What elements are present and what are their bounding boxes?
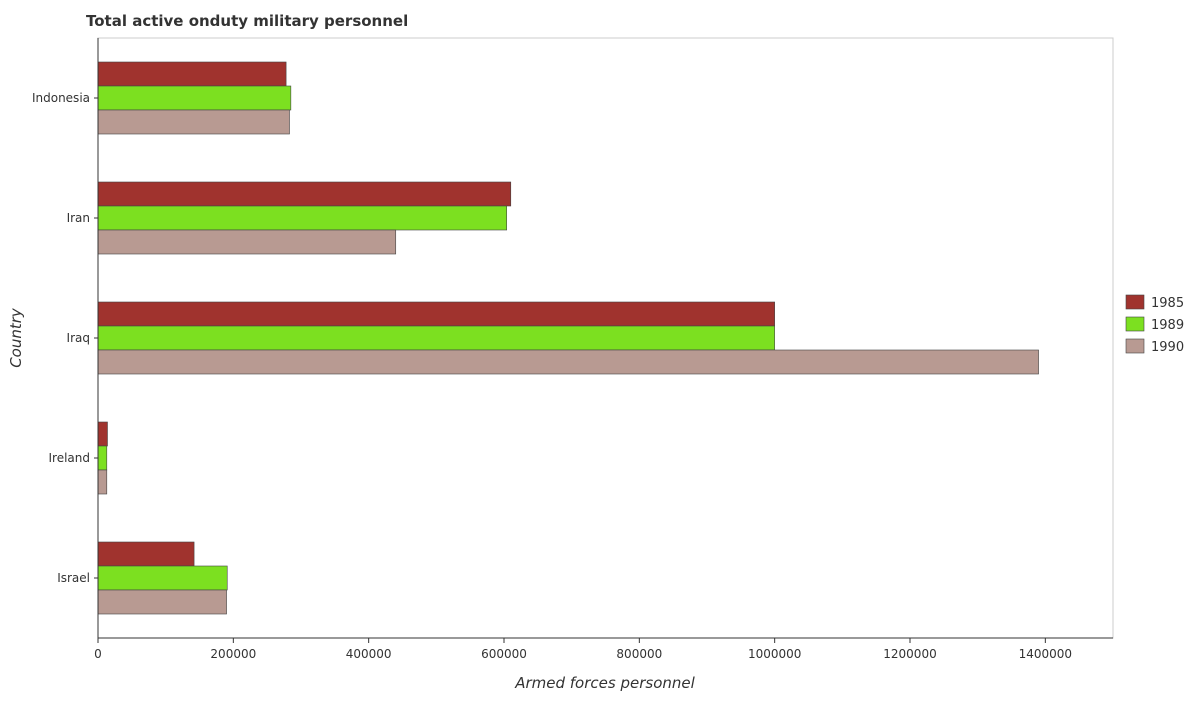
bar-israel-1985 <box>97 541 195 567</box>
legend: 1985 1989 1990 <box>1125 294 1184 355</box>
bar-ireland-1989 <box>97 445 108 471</box>
bar-indonesia-1990 <box>97 109 290 135</box>
bar-iraq-1989 <box>97 325 775 351</box>
x-tick-label: 400000 <box>346 647 392 661</box>
x-tick-label: 1000000 <box>748 647 801 661</box>
legend-label-1985: 1985 <box>1151 296 1184 311</box>
legend-swatch-1989 <box>1125 316 1145 332</box>
x-tick-label: 800000 <box>616 647 662 661</box>
legend-label-1990: 1990 <box>1151 340 1184 355</box>
bar-indonesia-1985 <box>97 61 287 87</box>
legend-label-1989: 1989 <box>1151 318 1184 333</box>
y-tick-label: Iraq <box>67 331 90 345</box>
y-axis: Indonesia Iran Iraq Ireland Israel <box>32 38 99 638</box>
y-tick-label: Israel <box>57 571 90 585</box>
y-tick-label: Iran <box>67 211 90 225</box>
bar-iran-1990 <box>97 229 397 255</box>
bar-indonesia-1989 <box>97 85 292 111</box>
y-axis-label: Country <box>7 307 25 368</box>
x-tick-label: 1400000 <box>1019 647 1072 661</box>
y-tick-label: Indonesia <box>32 91 90 105</box>
bar-ireland-1990 <box>97 469 108 495</box>
x-tick-label: 600000 <box>481 647 527 661</box>
bar-ireland-1985 <box>97 421 108 447</box>
x-tick-label: 200000 <box>210 647 256 661</box>
bar-iraq-1990 <box>97 349 1039 375</box>
legend-swatch-1985 <box>1125 294 1145 310</box>
x-axis: 0 200000 400000 600000 800000 1000000 1200000 1… <box>94 637 1113 661</box>
y-tick-label: Ireland <box>48 451 90 465</box>
x-tick-label: 0 <box>94 647 102 661</box>
x-tick-label: 1200000 <box>883 647 936 661</box>
bar-israel-1989 <box>97 565 228 591</box>
x-axis-label: Armed forces personnel <box>514 674 695 692</box>
legend-swatch-1990 <box>1125 338 1145 354</box>
bar-israel-1990 <box>97 589 227 615</box>
bar-iraq-1985 <box>97 301 775 327</box>
chart-title: Total active onduty military personnel <box>86 12 408 30</box>
bar-iran-1985 <box>97 181 512 207</box>
bars-layer <box>97 61 1039 615</box>
bar-iran-1989 <box>97 205 508 231</box>
